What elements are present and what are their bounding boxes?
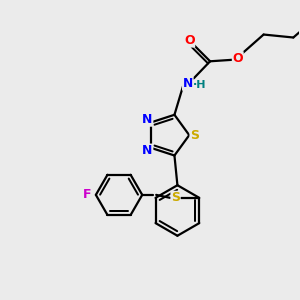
- Text: O: O: [232, 52, 243, 65]
- Text: O: O: [184, 34, 195, 47]
- Text: ·H: ·H: [193, 80, 206, 90]
- Text: S: S: [171, 191, 180, 204]
- Text: F: F: [83, 188, 91, 201]
- Text: N: N: [183, 77, 193, 90]
- Text: S: S: [190, 129, 199, 142]
- Text: N: N: [142, 113, 153, 126]
- Text: N: N: [142, 144, 153, 157]
